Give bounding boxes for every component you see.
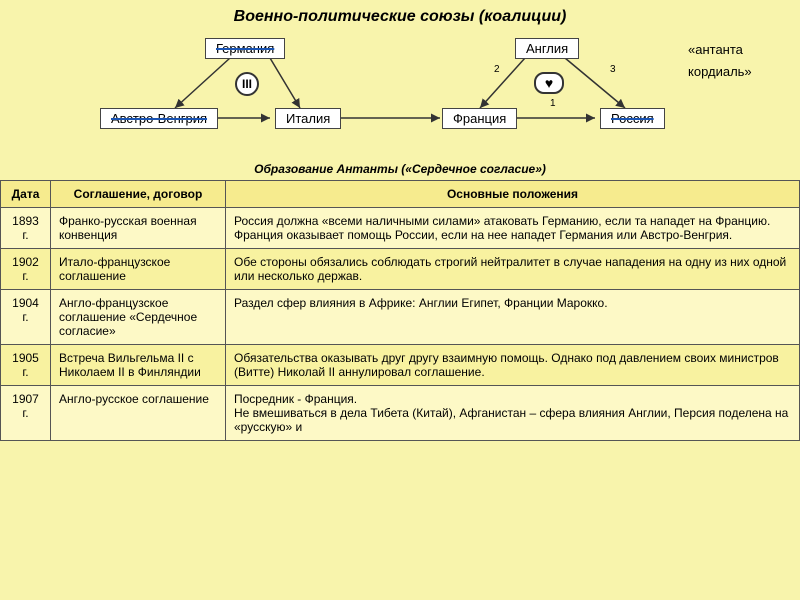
cell-date: 1893 г.: [1, 208, 51, 249]
cell-agreement: Франко-русская военная конвенция: [51, 208, 226, 249]
diagram-area: Германия Австро-Венгрия Италия Англия Фр…: [0, 30, 800, 160]
cell-agreement: Англо-русское соглашение: [51, 386, 226, 441]
diagram-caption: Образование Антанты («Сердечное согласие…: [0, 160, 800, 180]
table-row: 1902 г.Итало-французское соглашениеОбе с…: [1, 249, 800, 290]
cell-agreement: Итало-французское соглашение: [51, 249, 226, 290]
num-3: 3: [610, 64, 616, 75]
treaties-table: Дата Соглашение, договор Основные положе…: [0, 180, 800, 441]
col-provisions: Основные положения: [226, 181, 800, 208]
node-germany: Германия: [205, 38, 285, 59]
node-england: Англия: [515, 38, 579, 59]
cell-provisions: Обязательства оказывать друг другу взаим…: [226, 345, 800, 386]
table-row: 1905 г.Встреча Вильгельма II с Николаем …: [1, 345, 800, 386]
cell-date: 1904 г.: [1, 290, 51, 345]
cell-date: 1905 г.: [1, 345, 51, 386]
page-title: Военно-политические союзы (коалиции): [0, 0, 800, 30]
roman-circle: III: [235, 72, 259, 96]
cell-provisions: Раздел сфер влияния в Африке: Англии Еги…: [226, 290, 800, 345]
cell-date: 1907 г.: [1, 386, 51, 441]
node-austria: Австро-Венгрия: [100, 108, 218, 129]
col-agreement: Соглашение, договор: [51, 181, 226, 208]
col-date: Дата: [1, 181, 51, 208]
node-italy: Италия: [275, 108, 341, 129]
node-france: Франция: [442, 108, 517, 129]
heart-icon: ♥: [534, 72, 564, 94]
table-row: 1893 г.Франко-русская военная конвенцияР…: [1, 208, 800, 249]
cell-date: 1902 г.: [1, 249, 51, 290]
table-row: 1904 г.Англо-французское соглашение «Сер…: [1, 290, 800, 345]
cell-provisions: Россия должна «всеми наличными силами» а…: [226, 208, 800, 249]
table-header-row: Дата Соглашение, договор Основные положе…: [1, 181, 800, 208]
cell-agreement: Англо-французское соглашение «Сердечное …: [51, 290, 226, 345]
annot-line2: кордиаль»: [688, 64, 752, 79]
table-row: 1907 г.Англо-русское соглашениеПосредник…: [1, 386, 800, 441]
num-2: 2: [494, 64, 500, 75]
cell-provisions: Посредник - Франция. Не вмешиваться в де…: [226, 386, 800, 441]
arrow-layer: [0, 30, 800, 160]
num-1: 1: [550, 98, 556, 109]
node-russia: Россия: [600, 108, 665, 129]
annot-line1: «антанта: [688, 42, 743, 57]
cell-agreement: Встреча Вильгельма II с Николаем II в Фи…: [51, 345, 226, 386]
cell-provisions: Обе стороны обязались соблюдать строгий …: [226, 249, 800, 290]
